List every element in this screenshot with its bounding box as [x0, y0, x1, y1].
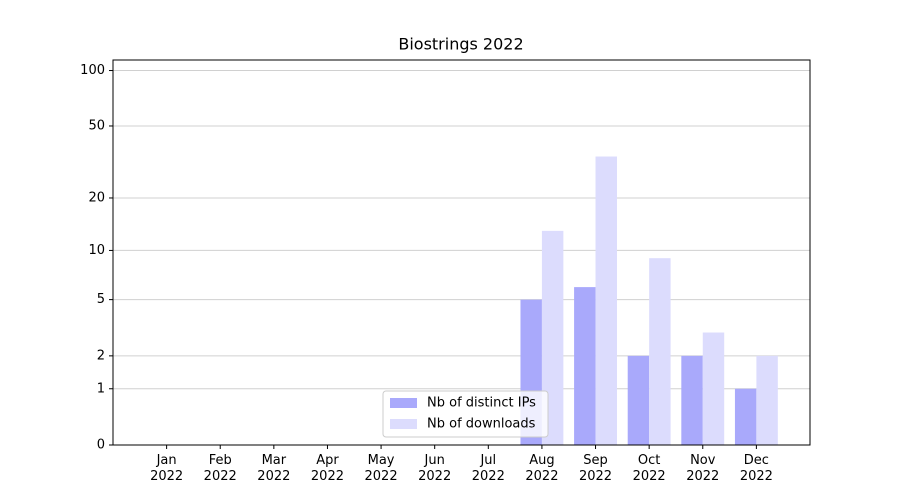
- x-tick-label: Sep 2022: [578, 453, 613, 484]
- x-tick-label: Apr 2022: [310, 453, 344, 484]
- x-tick-label: Mar 2022: [257, 453, 291, 484]
- chart-title: Biostrings 2022: [398, 35, 523, 54]
- x-tick-label: Nov 2022: [686, 453, 720, 484]
- x-tick-label: Oct 2022: [632, 453, 666, 484]
- x-tick-label: Jun 2022: [418, 453, 452, 484]
- bar: [649, 258, 671, 445]
- x-tick-label: Jul 2022: [471, 453, 505, 484]
- y-tick-label: 2: [97, 348, 105, 363]
- legend-swatch: [390, 419, 417, 429]
- legend-label: Nb of downloads: [427, 417, 536, 432]
- bar: [627, 355, 650, 445]
- bar: [734, 388, 757, 445]
- legend-swatch: [390, 398, 417, 408]
- x-tick-label: Feb 2022: [203, 453, 237, 484]
- bar: [574, 287, 596, 445]
- y-tick-label: 0: [97, 438, 105, 453]
- x-tick-label: Dec 2022: [739, 453, 773, 484]
- x-tick-label: Aug 2022: [525, 453, 559, 484]
- legend: Nb of distinct IPs Nb of downloads: [382, 390, 549, 438]
- bar: [702, 332, 725, 445]
- y-tick-label: 10: [88, 243, 105, 258]
- legend-label: Nb of distinct IPs: [427, 396, 536, 411]
- x-tick-label: Jan 2022: [150, 453, 184, 484]
- y-tick-label: 100: [80, 63, 105, 78]
- y-tick-label: 50: [88, 118, 105, 133]
- x-tick-label: May 2022: [364, 453, 398, 484]
- y-tick-label: 1: [97, 381, 105, 396]
- bar: [595, 156, 617, 445]
- legend-frame: [382, 390, 549, 438]
- bar: [681, 355, 703, 445]
- y-tick-label: 5: [97, 292, 105, 307]
- plot-frame: [112, 59, 811, 446]
- bar: [756, 355, 778, 445]
- y-tick-label: 20: [88, 190, 105, 205]
